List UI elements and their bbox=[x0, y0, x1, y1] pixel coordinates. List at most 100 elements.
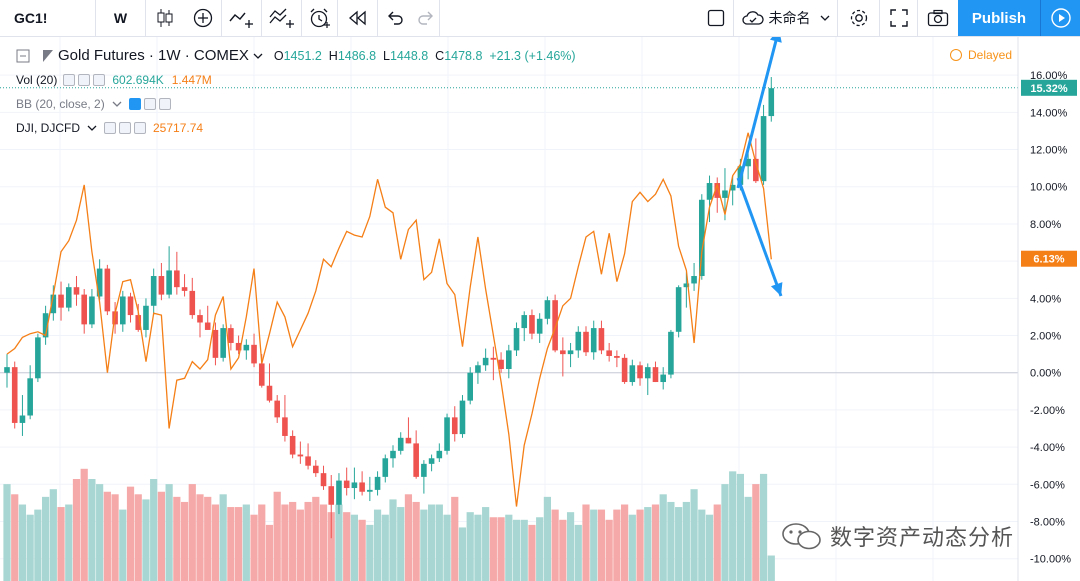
candles-style-button[interactable] bbox=[146, 0, 184, 36]
hidden-eye-icon[interactable] bbox=[128, 98, 141, 110]
chevron-down-icon[interactable] bbox=[86, 123, 98, 133]
volume-bar bbox=[304, 501, 312, 581]
price-axis[interactable]: 16.00%14.00%12.00%10.00%8.00%6.00%4.00%2… bbox=[1017, 37, 1080, 581]
candle bbox=[120, 296, 126, 325]
undo-icon bbox=[388, 11, 403, 25]
volume-bar bbox=[682, 501, 690, 581]
eye-icon[interactable] bbox=[104, 122, 116, 134]
gear-icon[interactable] bbox=[119, 122, 131, 134]
volume-bar bbox=[428, 504, 436, 581]
y-tick-label: 12.00% bbox=[1030, 145, 1068, 157]
candle bbox=[506, 350, 512, 370]
candle bbox=[258, 363, 265, 386]
y-tick-label: 0.00% bbox=[1030, 368, 1061, 380]
settings-button[interactable] bbox=[838, 0, 880, 36]
arrowhead bbox=[770, 282, 783, 296]
publish-options-button[interactable] bbox=[1040, 0, 1080, 36]
interval-button[interactable]: W bbox=[96, 0, 146, 36]
candle bbox=[235, 342, 242, 351]
fullscreen-button[interactable] bbox=[880, 0, 918, 36]
save-layout-button[interactable]: 未命名 bbox=[734, 0, 838, 36]
volume-bar bbox=[729, 471, 737, 581]
volume-bar bbox=[566, 512, 575, 581]
candle bbox=[428, 458, 435, 464]
volume-bar bbox=[157, 491, 165, 581]
volume-bar bbox=[72, 479, 81, 581]
symbol-search-button[interactable]: GC1! bbox=[0, 0, 96, 36]
candle bbox=[212, 329, 219, 358]
collapse-legend-icon[interactable] bbox=[16, 49, 30, 63]
indicators-button[interactable] bbox=[222, 0, 262, 36]
chart-name-label: 未命名 bbox=[768, 10, 811, 26]
chart-area[interactable]: 16.00%14.00%12.00%10.00%8.00%6.00%4.00%2… bbox=[0, 37, 1080, 581]
close-icon[interactable] bbox=[134, 122, 146, 134]
candle bbox=[150, 276, 157, 306]
volume-bar bbox=[667, 501, 675, 581]
candle bbox=[397, 437, 404, 451]
fullscreen-layout-button[interactable] bbox=[698, 0, 734, 36]
bb-name[interactable]: BB (20, close, 2) bbox=[16, 97, 105, 111]
candle bbox=[135, 315, 142, 330]
cloud-icon bbox=[741, 11, 764, 25]
candle bbox=[89, 296, 95, 325]
gear-icon bbox=[850, 9, 867, 27]
candle bbox=[65, 287, 72, 308]
candle bbox=[668, 331, 674, 375]
rewind-icon bbox=[348, 10, 366, 26]
candle bbox=[42, 313, 49, 338]
axis-background bbox=[1018, 37, 1080, 581]
volume-bar bbox=[621, 504, 629, 581]
candle bbox=[58, 294, 64, 308]
eye-icon[interactable] bbox=[63, 74, 76, 86]
drawn-arrows[interactable] bbox=[736, 37, 783, 297]
arrowhead bbox=[769, 37, 782, 43]
gear-icon[interactable] bbox=[78, 74, 91, 86]
volume-bar bbox=[211, 504, 220, 581]
volume-bar bbox=[142, 499, 150, 581]
replay-button[interactable] bbox=[338, 0, 378, 36]
redo-button[interactable] bbox=[412, 0, 440, 36]
chevron-down-icon[interactable] bbox=[252, 51, 264, 61]
candle bbox=[351, 482, 358, 489]
chevron-down-icon[interactable] bbox=[111, 99, 123, 109]
close-icon[interactable] bbox=[93, 74, 106, 86]
volume-bar bbox=[119, 509, 127, 581]
volume-bar bbox=[412, 501, 420, 581]
candle bbox=[320, 473, 327, 487]
candle bbox=[552, 300, 558, 351]
candle bbox=[305, 456, 311, 466]
volume-bar bbox=[597, 509, 606, 581]
dji-name[interactable]: DJI, DJCFD bbox=[16, 121, 80, 135]
volume-bar bbox=[443, 514, 451, 581]
publish-button[interactable]: Publish bbox=[958, 0, 1040, 36]
candle bbox=[243, 344, 250, 351]
candlestick-icon bbox=[157, 9, 173, 27]
templates-button[interactable] bbox=[262, 0, 302, 36]
candle bbox=[436, 450, 443, 459]
compare-add-button[interactable] bbox=[184, 0, 222, 36]
gear-icon[interactable] bbox=[143, 98, 156, 110]
vol-name[interactable]: Vol (20) bbox=[16, 73, 58, 87]
delayed-badge[interactable]: Delayed bbox=[950, 48, 1012, 62]
candle bbox=[27, 378, 33, 416]
undo-button[interactable] bbox=[378, 0, 412, 36]
candle bbox=[699, 199, 705, 277]
symbol-label: GC1! bbox=[14, 10, 48, 26]
volume-bar bbox=[335, 504, 343, 581]
candle bbox=[706, 183, 713, 200]
snapshot-button[interactable] bbox=[918, 0, 958, 36]
volume-bar bbox=[420, 509, 428, 581]
volume-bar bbox=[489, 517, 497, 581]
volume-bar bbox=[188, 484, 196, 581]
candle bbox=[204, 322, 211, 330]
volume-bar bbox=[520, 519, 528, 581]
alert-button[interactable] bbox=[302, 0, 338, 36]
candle bbox=[598, 328, 605, 351]
volume-bar bbox=[180, 501, 189, 581]
volume-bar bbox=[536, 517, 544, 581]
candle bbox=[274, 400, 280, 418]
close-icon[interactable] bbox=[158, 98, 171, 110]
volume-bar bbox=[458, 527, 467, 581]
symbol-title[interactable]: Gold Futures · 1W · COMEX bbox=[58, 47, 249, 64]
volume-bar bbox=[265, 524, 274, 581]
